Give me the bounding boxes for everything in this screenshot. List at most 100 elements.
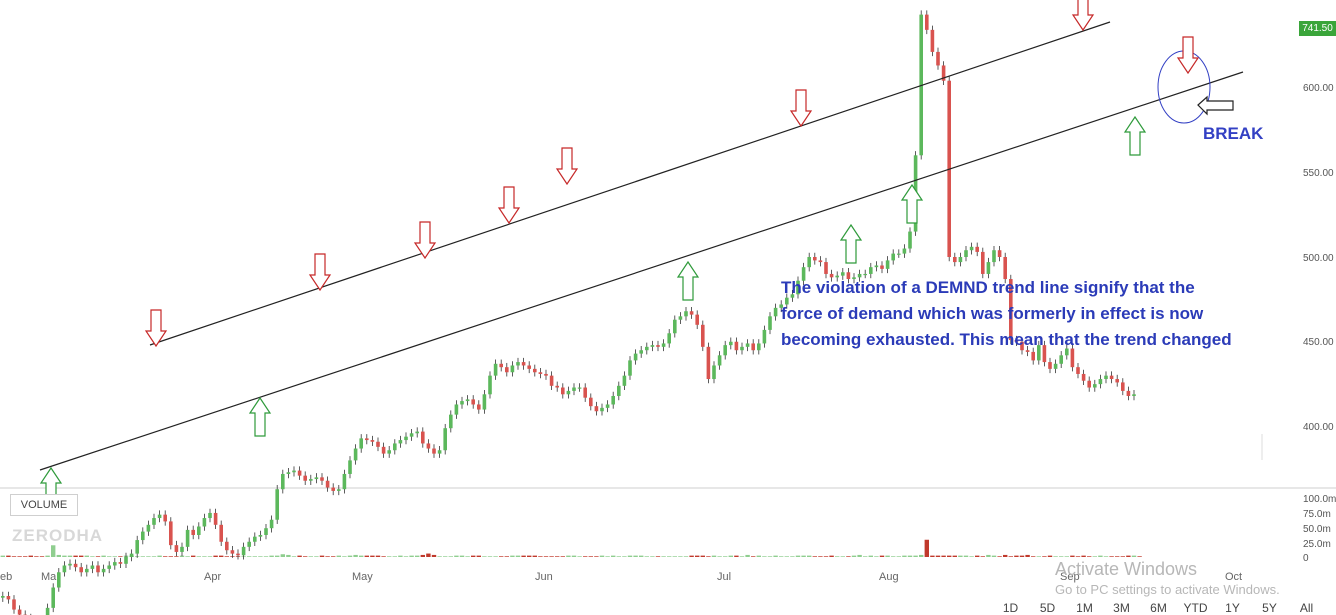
candle-body bbox=[309, 479, 313, 481]
volume-bar bbox=[952, 555, 957, 557]
candle-body bbox=[673, 319, 677, 334]
down-arrow-icon bbox=[308, 253, 332, 292]
volume-bar bbox=[1115, 556, 1120, 557]
volume-bar bbox=[807, 555, 812, 557]
candle-body bbox=[1020, 341, 1024, 351]
candle-body bbox=[880, 265, 884, 269]
volume-bar bbox=[745, 554, 750, 557]
range-button-all[interactable]: All bbox=[1299, 601, 1314, 615]
volume-bar bbox=[331, 556, 336, 557]
range-button-3m[interactable]: 3M bbox=[1113, 601, 1130, 615]
volume-bar bbox=[633, 555, 638, 557]
volume-bar bbox=[465, 556, 470, 557]
volume-bar bbox=[1098, 555, 1103, 557]
price-tick-550: 550.00 bbox=[1303, 168, 1334, 179]
range-button-1m[interactable]: 1M bbox=[1076, 601, 1093, 615]
candle-body bbox=[695, 314, 699, 325]
month-label-sep: Sep bbox=[1060, 571, 1080, 583]
volume-bar bbox=[896, 556, 901, 557]
candle-body bbox=[370, 440, 375, 442]
price-tick-500: 500.00 bbox=[1303, 253, 1334, 264]
candle-body bbox=[628, 360, 632, 376]
volume-bar bbox=[375, 555, 381, 557]
volume-bar bbox=[291, 556, 297, 557]
candle-body bbox=[538, 372, 543, 374]
month-label-apr: Apr bbox=[204, 571, 221, 583]
candle-body bbox=[885, 260, 890, 269]
candle-body bbox=[1104, 375, 1108, 380]
volume-bar bbox=[818, 556, 823, 557]
candle-body bbox=[544, 373, 548, 376]
volume-bar bbox=[34, 556, 39, 557]
volume-bar bbox=[448, 556, 453, 557]
candle-body bbox=[409, 433, 414, 437]
candle-body bbox=[264, 528, 268, 535]
candle-body bbox=[96, 565, 100, 573]
volume-bar bbox=[947, 555, 952, 557]
volume-bar bbox=[84, 555, 89, 557]
candle-body bbox=[426, 443, 431, 449]
volume-bar bbox=[655, 556, 661, 557]
candle-body bbox=[253, 536, 257, 542]
arrows bbox=[39, 0, 1234, 507]
candle-body bbox=[818, 260, 823, 263]
volume-bar bbox=[23, 556, 28, 557]
volume-bar bbox=[493, 556, 498, 557]
candle-body bbox=[617, 385, 621, 396]
range-button-6m[interactable]: 6M bbox=[1150, 601, 1167, 615]
range-button-1y[interactable]: 1Y bbox=[1225, 601, 1240, 615]
candle-body bbox=[146, 524, 151, 532]
range-button-5d[interactable]: 5D bbox=[1039, 601, 1056, 615]
candle-body bbox=[342, 473, 347, 490]
volume-bar bbox=[443, 556, 448, 557]
candle-body bbox=[902, 248, 907, 254]
volume-bar bbox=[107, 556, 112, 557]
month-label-mar: Mar bbox=[41, 571, 60, 583]
candle-body bbox=[1070, 348, 1075, 368]
volume-bar bbox=[179, 555, 185, 557]
volume-bar bbox=[224, 556, 229, 557]
volume-tick-25m: 25.0m bbox=[1303, 539, 1331, 550]
candle-body bbox=[958, 257, 963, 263]
candle-body bbox=[773, 307, 778, 317]
volume-bar bbox=[885, 555, 890, 557]
candle-body bbox=[712, 365, 716, 380]
candle-body bbox=[213, 512, 218, 525]
range-button-1d[interactable]: 1D bbox=[1002, 601, 1019, 615]
down-arrow-icon bbox=[497, 186, 521, 225]
volume-bar bbox=[168, 556, 173, 557]
candle-body bbox=[566, 390, 571, 395]
volume-bar bbox=[62, 555, 67, 557]
range-button-5y[interactable]: 5Y bbox=[1262, 601, 1277, 615]
candle-body bbox=[667, 333, 671, 344]
volume-bar bbox=[51, 545, 56, 557]
volume-bar bbox=[342, 556, 347, 557]
up-arrow-icon bbox=[248, 396, 272, 437]
month-label-jul: Jul bbox=[717, 571, 731, 583]
price-tick-600: 600.00 bbox=[1303, 83, 1334, 94]
candle-body bbox=[572, 387, 576, 391]
volume-bar bbox=[437, 556, 442, 557]
month-label-oct: Oct bbox=[1225, 571, 1242, 583]
volume-bar bbox=[1064, 556, 1069, 557]
volume-bar bbox=[1019, 555, 1025, 557]
volume-bar bbox=[319, 555, 325, 557]
volume-bar bbox=[45, 555, 50, 557]
volume-bar bbox=[73, 555, 78, 557]
volume-bar bbox=[840, 556, 845, 557]
activate-windows-overlay: Activate Windows Go to PC settings to ac… bbox=[1055, 559, 1280, 597]
candle-body bbox=[678, 316, 683, 320]
volume-bar bbox=[667, 556, 672, 557]
candle-body bbox=[930, 29, 935, 52]
candle-body bbox=[740, 346, 744, 351]
volume-bar bbox=[90, 556, 95, 557]
candle-body bbox=[689, 311, 694, 315]
range-button-ytd[interactable]: YTD bbox=[1183, 601, 1208, 615]
candle-body bbox=[723, 345, 727, 356]
volume-bar bbox=[303, 556, 308, 557]
volume-bar bbox=[756, 555, 761, 557]
candle-body bbox=[835, 275, 839, 278]
candle-body bbox=[185, 529, 190, 547]
candle-body bbox=[706, 346, 711, 380]
